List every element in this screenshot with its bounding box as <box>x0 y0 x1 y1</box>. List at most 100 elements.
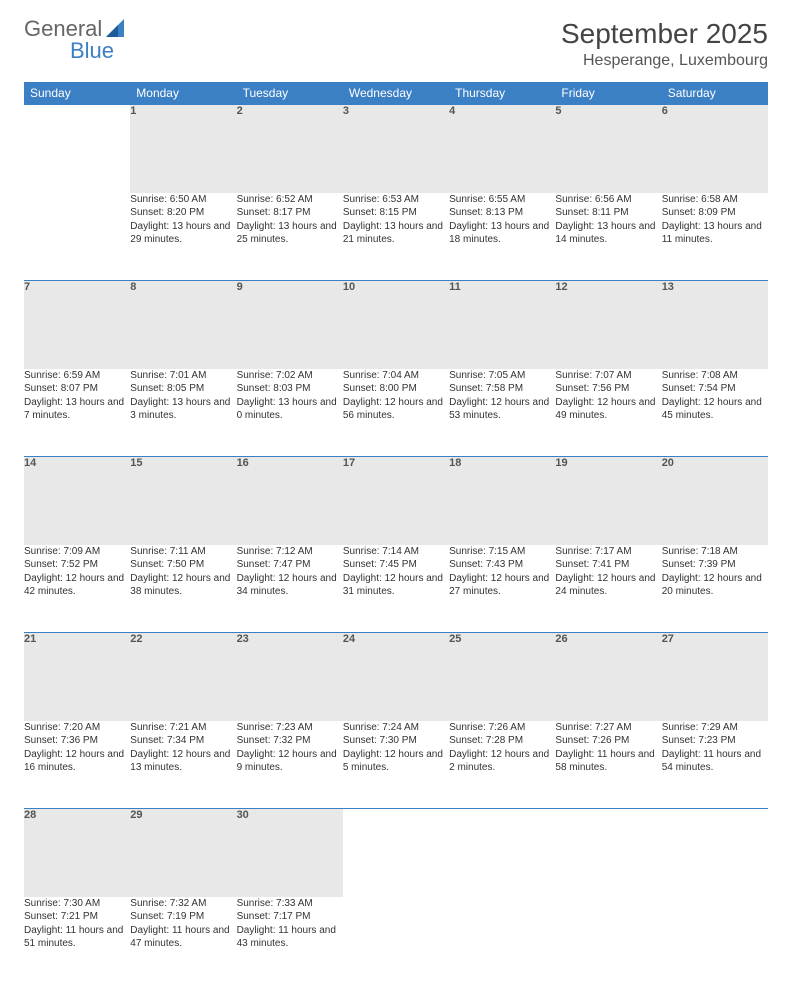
day-number-cell <box>449 809 555 897</box>
sunrise-text: Sunrise: 7:11 AM <box>130 545 236 559</box>
day-content-cell: Sunrise: 7:23 AMSunset: 7:32 PMDaylight:… <box>237 721 343 809</box>
sunset-text: Sunset: 7:32 PM <box>237 734 343 748</box>
day-number-cell <box>555 809 661 897</box>
sunset-text: Sunset: 7:56 PM <box>555 382 661 396</box>
daylight-text: Daylight: 12 hours and 56 minutes. <box>343 396 449 423</box>
daylight-text: Daylight: 12 hours and 42 minutes. <box>24 572 130 599</box>
day-number-cell: 23 <box>237 633 343 721</box>
day-content-cell: Sunrise: 7:15 AMSunset: 7:43 PMDaylight:… <box>449 545 555 633</box>
day-content-row: Sunrise: 6:59 AMSunset: 8:07 PMDaylight:… <box>24 369 768 457</box>
sunrise-text: Sunrise: 7:32 AM <box>130 897 236 911</box>
daylight-text: Daylight: 13 hours and 29 minutes. <box>130 220 236 247</box>
day-number-cell: 20 <box>662 457 768 545</box>
weekday-header: Friday <box>555 82 661 105</box>
sunrise-text: Sunrise: 7:24 AM <box>343 721 449 735</box>
daylight-text: Daylight: 12 hours and 24 minutes. <box>555 572 661 599</box>
day-content-cell: Sunrise: 7:26 AMSunset: 7:28 PMDaylight:… <box>449 721 555 809</box>
sunrise-text: Sunrise: 7:29 AM <box>662 721 768 735</box>
sunset-text: Sunset: 8:00 PM <box>343 382 449 396</box>
sunset-text: Sunset: 7:28 PM <box>449 734 555 748</box>
day-number-cell: 2 <box>237 105 343 193</box>
sunset-text: Sunset: 7:34 PM <box>130 734 236 748</box>
logo-text-blue: Blue <box>24 40 134 62</box>
sunrise-text: Sunrise: 7:04 AM <box>343 369 449 383</box>
sunrise-text: Sunrise: 7:18 AM <box>662 545 768 559</box>
sunset-text: Sunset: 7:21 PM <box>24 910 130 924</box>
daylight-text: Daylight: 12 hours and 38 minutes. <box>130 572 236 599</box>
day-content-cell: Sunrise: 7:11 AMSunset: 7:50 PMDaylight:… <box>130 545 236 633</box>
sunset-text: Sunset: 7:45 PM <box>343 558 449 572</box>
day-number-cell: 13 <box>662 281 768 369</box>
sunset-text: Sunset: 7:50 PM <box>130 558 236 572</box>
day-number-cell: 26 <box>555 633 661 721</box>
sunrise-text: Sunrise: 7:17 AM <box>555 545 661 559</box>
sunset-text: Sunset: 8:07 PM <box>24 382 130 396</box>
day-number-cell: 24 <box>343 633 449 721</box>
sunset-text: Sunset: 8:03 PM <box>237 382 343 396</box>
sunset-text: Sunset: 7:41 PM <box>555 558 661 572</box>
calendar-table: SundayMondayTuesdayWednesdayThursdayFrid… <box>24 82 768 985</box>
weekday-header: Saturday <box>662 82 768 105</box>
daylight-text: Daylight: 12 hours and 20 minutes. <box>662 572 768 599</box>
day-number-cell: 29 <box>130 809 236 897</box>
day-content-row: Sunrise: 7:20 AMSunset: 7:36 PMDaylight:… <box>24 721 768 809</box>
day-content-cell: Sunrise: 7:33 AMSunset: 7:17 PMDaylight:… <box>237 897 343 985</box>
daylight-text: Daylight: 12 hours and 27 minutes. <box>449 572 555 599</box>
sunrise-text: Sunrise: 7:01 AM <box>130 369 236 383</box>
day-content-cell: Sunrise: 7:04 AMSunset: 8:00 PMDaylight:… <box>343 369 449 457</box>
sunrise-text: Sunrise: 7:08 AM <box>662 369 768 383</box>
day-content-cell: Sunrise: 7:24 AMSunset: 7:30 PMDaylight:… <box>343 721 449 809</box>
day-content-cell <box>555 897 661 985</box>
day-content-cell: Sunrise: 6:52 AMSunset: 8:17 PMDaylight:… <box>237 193 343 281</box>
day-content-cell: Sunrise: 6:56 AMSunset: 8:11 PMDaylight:… <box>555 193 661 281</box>
day-number-cell <box>24 105 130 193</box>
day-content-cell: Sunrise: 7:27 AMSunset: 7:26 PMDaylight:… <box>555 721 661 809</box>
sunset-text: Sunset: 8:17 PM <box>237 206 343 220</box>
daylight-text: Daylight: 12 hours and 45 minutes. <box>662 396 768 423</box>
day-number-cell: 28 <box>24 809 130 897</box>
day-number-cell: 5 <box>555 105 661 193</box>
day-content-cell: Sunrise: 7:09 AMSunset: 7:52 PMDaylight:… <box>24 545 130 633</box>
sunrise-text: Sunrise: 7:30 AM <box>24 897 130 911</box>
sunrise-text: Sunrise: 7:23 AM <box>237 721 343 735</box>
daylight-text: Daylight: 13 hours and 11 minutes. <box>662 220 768 247</box>
sunset-text: Sunset: 7:19 PM <box>130 910 236 924</box>
sunset-text: Sunset: 7:43 PM <box>449 558 555 572</box>
day-number-cell: 19 <box>555 457 661 545</box>
day-content-cell: Sunrise: 7:30 AMSunset: 7:21 PMDaylight:… <box>24 897 130 985</box>
daylight-text: Daylight: 12 hours and 16 minutes. <box>24 748 130 775</box>
day-content-cell: Sunrise: 7:32 AMSunset: 7:19 PMDaylight:… <box>130 897 236 985</box>
day-content-cell: Sunrise: 7:08 AMSunset: 7:54 PMDaylight:… <box>662 369 768 457</box>
sunset-text: Sunset: 7:58 PM <box>449 382 555 396</box>
sunrise-text: Sunrise: 7:21 AM <box>130 721 236 735</box>
logo-sail-icon <box>106 19 128 39</box>
daylight-text: Daylight: 12 hours and 49 minutes. <box>555 396 661 423</box>
sunrise-text: Sunrise: 7:02 AM <box>237 369 343 383</box>
daylight-text: Daylight: 13 hours and 25 minutes. <box>237 220 343 247</box>
day-number-cell: 1 <box>130 105 236 193</box>
day-number-cell: 10 <box>343 281 449 369</box>
sunset-text: Sunset: 7:52 PM <box>24 558 130 572</box>
day-number-cell: 3 <box>343 105 449 193</box>
sunrise-text: Sunrise: 6:55 AM <box>449 193 555 207</box>
day-number-row: 282930 <box>24 809 768 897</box>
logo: General Blue <box>24 18 134 62</box>
weekday-header: Thursday <box>449 82 555 105</box>
day-number-cell: 4 <box>449 105 555 193</box>
day-content-cell: Sunrise: 7:17 AMSunset: 7:41 PMDaylight:… <box>555 545 661 633</box>
title-block: September 2025 Hesperange, Luxembourg <box>561 18 768 70</box>
weekday-header: Tuesday <box>237 82 343 105</box>
day-number-cell: 11 <box>449 281 555 369</box>
daylight-text: Daylight: 13 hours and 7 minutes. <box>24 396 130 423</box>
day-number-cell: 9 <box>237 281 343 369</box>
daylight-text: Daylight: 13 hours and 3 minutes. <box>130 396 236 423</box>
sunrise-text: Sunrise: 7:05 AM <box>449 369 555 383</box>
daylight-text: Daylight: 12 hours and 2 minutes. <box>449 748 555 775</box>
sunset-text: Sunset: 8:13 PM <box>449 206 555 220</box>
day-content-cell: Sunrise: 7:07 AMSunset: 7:56 PMDaylight:… <box>555 369 661 457</box>
day-number-cell: 8 <box>130 281 236 369</box>
day-content-cell: Sunrise: 7:05 AMSunset: 7:58 PMDaylight:… <box>449 369 555 457</box>
sunrise-text: Sunrise: 6:53 AM <box>343 193 449 207</box>
day-content-cell <box>662 897 768 985</box>
sunrise-text: Sunrise: 7:09 AM <box>24 545 130 559</box>
